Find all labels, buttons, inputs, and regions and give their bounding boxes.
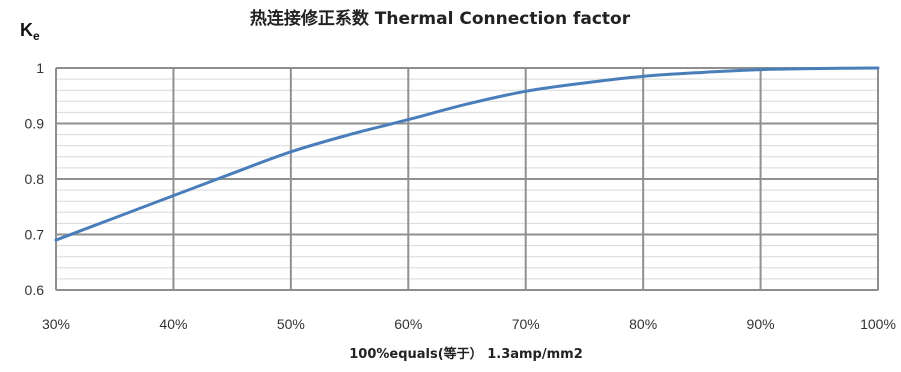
y-tick-labels: 0.6 0.7 0.8 0.9 1 <box>25 60 45 298</box>
x-tick-label: 80% <box>629 316 657 332</box>
y-axis-unit-subscript: e <box>33 29 40 43</box>
x-tick-label: 70% <box>512 316 540 332</box>
x-tick-label: 90% <box>747 316 775 332</box>
x-tick-label: 100% <box>860 316 896 332</box>
x-tick-labels: 30% 40% 50% 60% 70% 80% 90% 100% <box>42 316 896 332</box>
x-tick-label: 50% <box>277 316 305 332</box>
x-axis-title: 100%equals(等于） 1.3amp/mm2 <box>349 346 583 362</box>
plot-area-frame <box>55 67 879 291</box>
y-axis-unit-label: Ke <box>20 20 40 43</box>
x-tick-label: 30% <box>42 316 70 332</box>
y-tick-label: 0.6 <box>25 282 45 298</box>
chart-title: 热连接修正系数 Thermal Connection factor <box>250 8 631 29</box>
y-axis-unit-main: K <box>20 20 33 40</box>
x-tick-label: 40% <box>159 316 187 332</box>
y-tick-label: 0.8 <box>25 171 45 187</box>
minor-gridlines <box>56 78 878 280</box>
y-tick-label: 0.9 <box>25 116 45 132</box>
y-tick-label: 0.7 <box>25 227 45 243</box>
series-group <box>54 66 880 242</box>
y-tick-label: 1 <box>36 60 44 76</box>
x-tick-label: 60% <box>394 316 422 332</box>
series-line <box>54 66 880 242</box>
